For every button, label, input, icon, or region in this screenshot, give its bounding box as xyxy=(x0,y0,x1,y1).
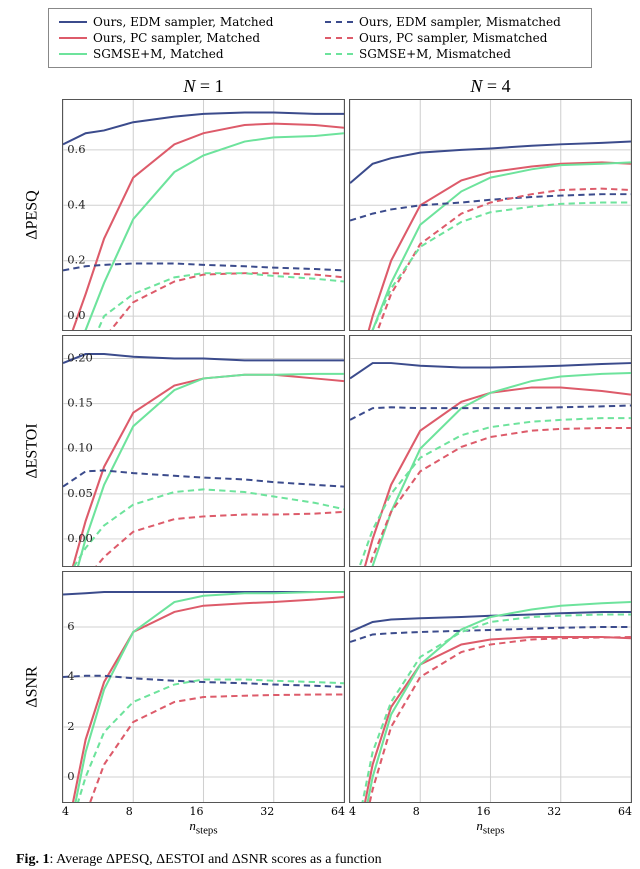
figure-caption: Fig. 1: Average ΔPESQ, ΔESTOI and ΔSNR s… xyxy=(8,851,632,869)
chart-panel: 0 2 4 6 xyxy=(62,571,345,803)
x-ticks-left: 4 8 16 32 64 xyxy=(62,805,345,818)
chart-panel xyxy=(349,571,632,803)
x-tick-label: 8 xyxy=(126,805,133,818)
legend-swatch xyxy=(59,21,87,23)
legend-swatch xyxy=(325,53,353,55)
svg-text:0.4: 0.4 xyxy=(67,199,85,212)
x-tick-label: 32 xyxy=(260,805,274,818)
x-tick-label: 64 xyxy=(618,805,632,818)
legend-label: Ours, EDM sampler, Mismatched xyxy=(359,15,561,29)
col-title-n4: N = 4 xyxy=(349,76,632,97)
legend-label: Ours, EDM sampler, Matched xyxy=(93,15,273,29)
svg-text:0: 0 xyxy=(67,770,74,783)
svg-text:0.0: 0.0 xyxy=(67,309,85,322)
legend-swatch xyxy=(59,37,87,39)
x-tick-label: 16 xyxy=(477,805,491,818)
chart-panel: 0.00 0.05 0.10 0.15 0.20 xyxy=(62,335,345,567)
svg-text:2: 2 xyxy=(67,720,74,733)
legend-item: SGMSE+M, Matched xyxy=(59,47,315,61)
y-label: ΔPESQ xyxy=(24,190,42,239)
x-label-right: nsteps xyxy=(349,818,632,837)
x-ticks-right: 4 8 16 32 64 xyxy=(349,805,632,818)
x-tick-label: 4 xyxy=(349,805,356,818)
legend-item: Ours, EDM sampler, Mismatched xyxy=(325,15,581,29)
panel-grid: ΔPESQ0.00.20.40.6ΔESTOI0.000.050.100.150… xyxy=(8,99,632,803)
svg-text:0.2: 0.2 xyxy=(67,254,85,267)
x-tick-label: 32 xyxy=(547,805,561,818)
y-label-cell: ΔPESQ xyxy=(8,99,58,331)
x-tick-label: 8 xyxy=(413,805,420,818)
y-label-cell: ΔESTOI xyxy=(8,335,58,567)
svg-text:0.10: 0.10 xyxy=(67,442,93,455)
y-label-cell: ΔSNR xyxy=(8,571,58,803)
chart-panel xyxy=(349,99,632,331)
legend-item: SGMSE+M, Mismatched xyxy=(325,47,581,61)
x-tick-label: 64 xyxy=(331,805,345,818)
x-label-left: nsteps xyxy=(62,818,345,837)
y-label: ΔESTOI xyxy=(24,423,42,478)
legend-label: Ours, PC sampler, Mismatched xyxy=(359,31,547,45)
x-tick-row: 4 8 16 32 64 4 8 16 32 64 xyxy=(8,805,632,818)
legend-label: Ours, PC sampler, Matched xyxy=(93,31,260,45)
legend-swatch xyxy=(325,21,353,23)
legend-item: Ours, PC sampler, Mismatched xyxy=(325,31,581,45)
legend: Ours, EDM sampler, Matched Ours, EDM samp… xyxy=(48,8,592,68)
x-tick-label: 4 xyxy=(62,805,69,818)
chart-panel xyxy=(349,335,632,567)
svg-text:0.6: 0.6 xyxy=(67,143,85,156)
figure: Ours, EDM sampler, Matched Ours, EDM samp… xyxy=(0,0,640,869)
svg-text:4: 4 xyxy=(67,670,74,683)
col-title-n1: N = 1 xyxy=(62,76,345,97)
legend-swatch xyxy=(325,37,353,39)
column-titles: N = 1 N = 4 xyxy=(8,76,632,97)
legend-item: Ours, EDM sampler, Matched xyxy=(59,15,315,29)
svg-text:6: 6 xyxy=(67,620,74,633)
chart-panel: 0.0 0.2 0.4 0.6 xyxy=(62,99,345,331)
legend-swatch xyxy=(59,53,87,55)
y-label: ΔSNR xyxy=(24,666,42,707)
legend-label: SGMSE+M, Matched xyxy=(93,47,224,61)
svg-text:0.15: 0.15 xyxy=(67,397,93,410)
legend-item: Ours, PC sampler, Matched xyxy=(59,31,315,45)
legend-label: SGMSE+M, Mismatched xyxy=(359,47,511,61)
x-tick-label: 16 xyxy=(190,805,204,818)
svg-text:0.00: 0.00 xyxy=(67,532,93,545)
svg-text:0.05: 0.05 xyxy=(67,487,93,500)
svg-text:0.20: 0.20 xyxy=(67,352,93,365)
x-label-row: nsteps nsteps xyxy=(8,818,632,837)
